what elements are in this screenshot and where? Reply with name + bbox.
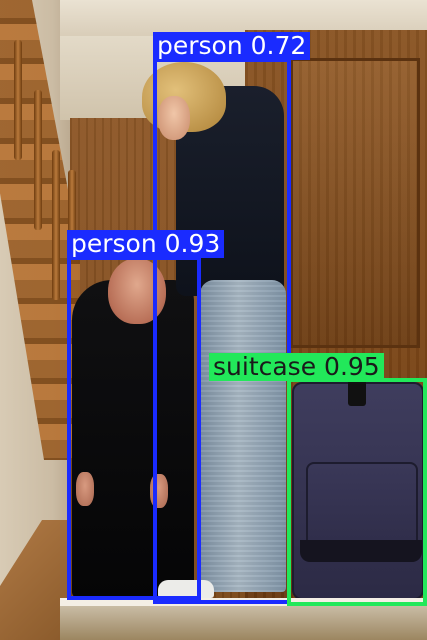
man-body bbox=[72, 280, 194, 598]
detection-class: suitcase bbox=[213, 352, 317, 381]
woman-jeans bbox=[200, 280, 286, 592]
suitcase-bottom bbox=[300, 540, 422, 562]
baluster bbox=[14, 40, 22, 160]
detection-box-person-man bbox=[67, 256, 201, 600]
detection-label-suitcase: suitcase 0.95 bbox=[209, 353, 384, 381]
suitcase-handle bbox=[348, 380, 366, 406]
baluster bbox=[68, 170, 76, 240]
woman-face bbox=[158, 96, 190, 140]
detection-box-person-woman bbox=[153, 58, 291, 604]
detection-score: 0.95 bbox=[324, 352, 380, 381]
detection-class: person bbox=[157, 31, 243, 60]
detection-score: 0.93 bbox=[164, 229, 221, 258]
detection-box-suitcase bbox=[287, 378, 427, 606]
door-panel bbox=[290, 58, 420, 348]
baluster bbox=[52, 150, 60, 300]
man-hand bbox=[76, 472, 94, 506]
detection-label-person-man: person 0.93 bbox=[67, 229, 225, 258]
detection-class: person bbox=[71, 229, 157, 258]
detection-score: 0.72 bbox=[250, 31, 307, 60]
detection-label-person-woman: person 0.72 bbox=[153, 31, 311, 60]
baluster bbox=[34, 90, 42, 230]
